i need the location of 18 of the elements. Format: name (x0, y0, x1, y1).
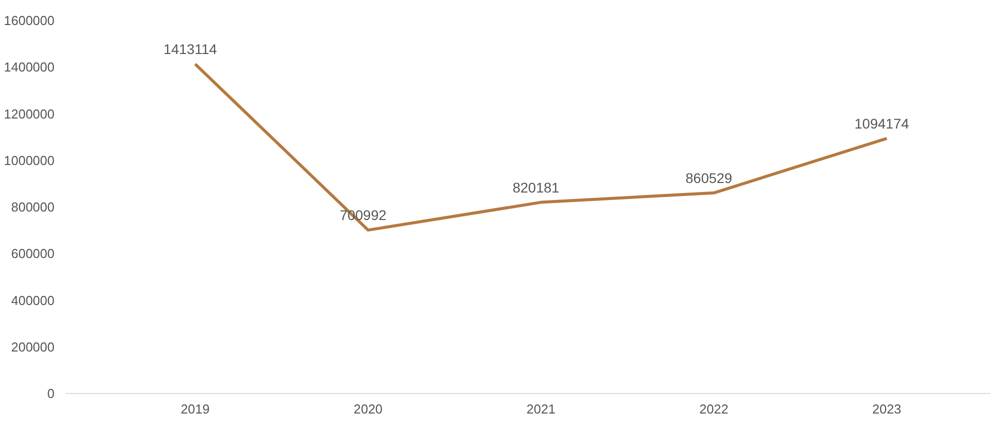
x-tick-label: 2022 (699, 402, 728, 416)
x-tick-label: 2019 (180, 402, 210, 416)
y-tick-label: 400000 (11, 292, 55, 308)
data-label: 820181 (512, 179, 560, 196)
y-tick-label: 800000 (11, 200, 55, 214)
y-tick-label: 1200000 (4, 106, 55, 122)
y-tick-label: 1000000 (4, 152, 55, 168)
y-tick-label: 1600000 (4, 13, 55, 28)
y-tick-label: 200000 (11, 339, 55, 354)
data-label: 860529 (686, 170, 732, 186)
x-tick-label: 2023 (872, 402, 902, 416)
data-label: 1413114 (163, 41, 218, 58)
y-tick-label: 600000 (11, 246, 55, 262)
y-tick-label: 0 (47, 386, 55, 401)
y-tick-label: 1400000 (4, 60, 55, 75)
data-label: 1094174 (854, 115, 910, 132)
x-tick-label: 2021 (526, 402, 556, 416)
x-tick-label: 2020 (354, 402, 383, 416)
